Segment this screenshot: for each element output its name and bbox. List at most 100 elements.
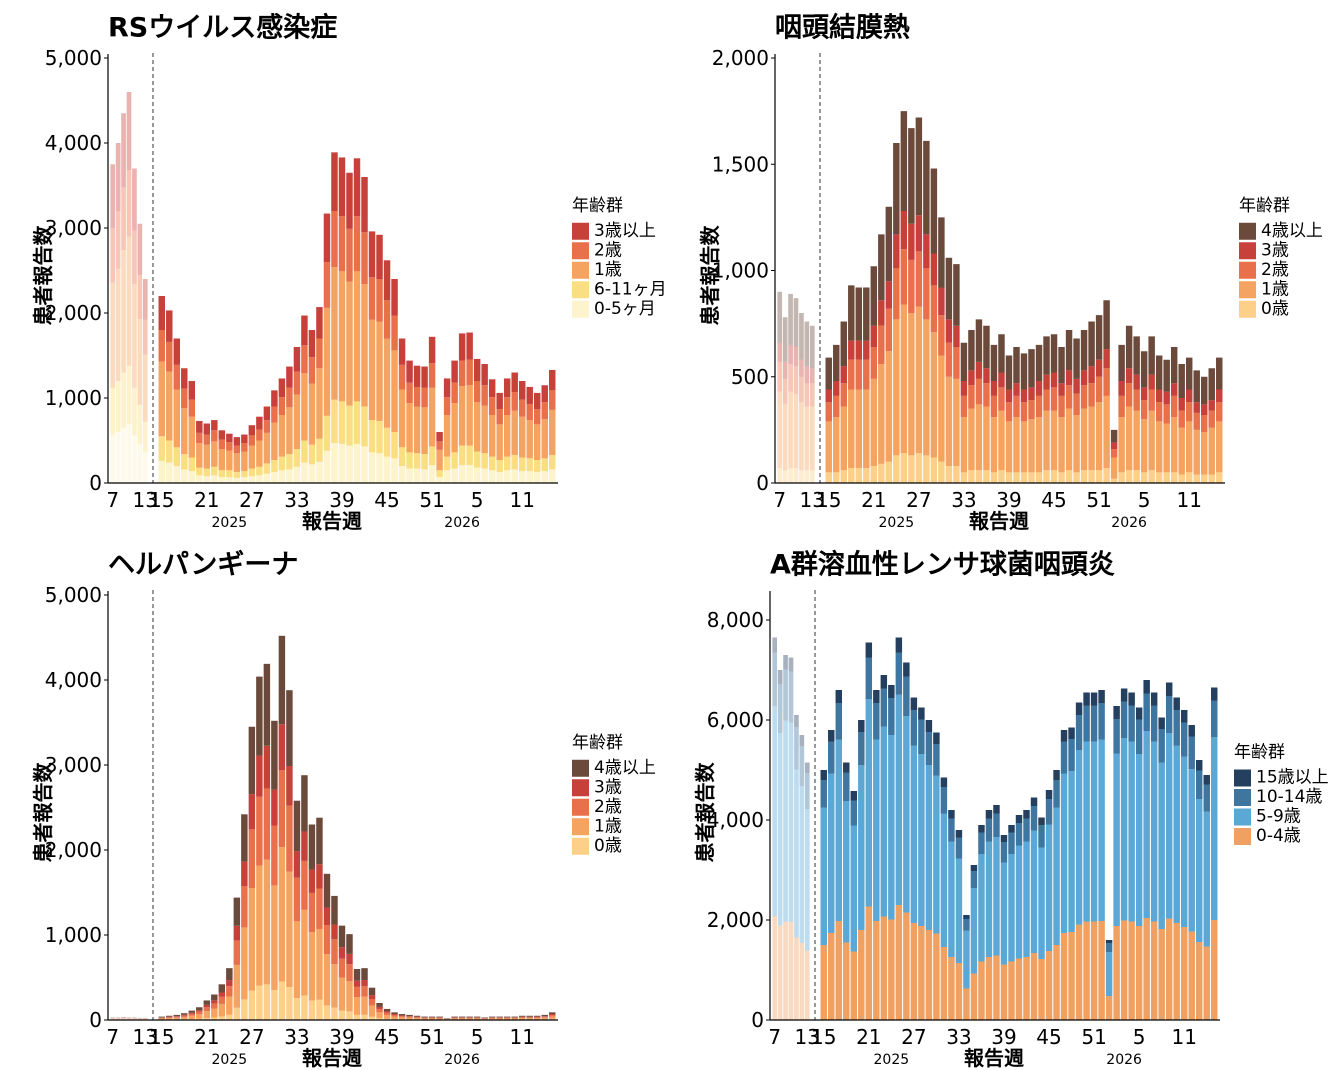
bar-segment xyxy=(211,1017,218,1020)
bar-segment xyxy=(428,465,436,483)
bar-segment xyxy=(960,395,968,418)
bar-segment xyxy=(316,888,323,929)
bar-segment xyxy=(900,211,908,250)
bar-segment xyxy=(1095,359,1103,377)
bar-segment xyxy=(1035,472,1043,483)
bar-segment xyxy=(1038,847,1045,959)
bar-segment xyxy=(1045,824,1053,951)
bar-segment xyxy=(983,325,990,369)
bar-segment xyxy=(1000,964,1008,1020)
bar-segment xyxy=(873,739,880,921)
bar-segment xyxy=(488,415,496,457)
bar-segment xyxy=(541,419,548,459)
bar-segment xyxy=(443,415,451,457)
bar-segment xyxy=(541,1016,548,1017)
legend-label: 0歳 xyxy=(1261,299,1289,319)
bar-segment xyxy=(541,402,548,420)
bar-segment xyxy=(820,945,827,1020)
bar-segment xyxy=(518,1016,526,1018)
bar-segment xyxy=(1068,727,1075,739)
bar-segment xyxy=(398,1014,406,1016)
bar-segment xyxy=(541,1017,548,1020)
bar-segment xyxy=(799,943,805,1020)
legend-title: 年齢群 xyxy=(1239,196,1290,216)
x-tick-label: 45 xyxy=(1041,488,1066,512)
bar-segment xyxy=(256,429,263,441)
bar-segment xyxy=(1005,355,1013,390)
bar-segment xyxy=(1208,474,1215,483)
bar-segment xyxy=(488,397,496,415)
bar-segment xyxy=(1128,705,1135,742)
bar-segment xyxy=(110,435,116,483)
bar-segment xyxy=(1133,336,1140,375)
bar-segment xyxy=(1163,359,1170,392)
bar-segment xyxy=(391,279,398,316)
bar-segment xyxy=(526,1018,533,1020)
bar-segment xyxy=(1113,926,1120,1020)
x-axis-title: 報告週 xyxy=(302,1046,362,1070)
bar-segment xyxy=(293,347,301,372)
bar-segment xyxy=(925,930,933,1020)
bar-segment xyxy=(1155,389,1163,403)
bar-segment xyxy=(126,170,132,237)
bar-segment xyxy=(1105,943,1113,952)
bar-segment xyxy=(918,707,925,720)
bar-segment xyxy=(158,361,165,437)
bar-segment xyxy=(346,172,353,229)
bar-segment xyxy=(203,444,211,469)
bar-segment xyxy=(955,837,963,859)
bar-segment xyxy=(181,408,188,455)
bar-segment xyxy=(533,460,541,472)
x-tick-label: 33 xyxy=(284,488,309,512)
bar-segment xyxy=(166,1015,173,1017)
bar-segment xyxy=(1200,404,1208,415)
bar-segment xyxy=(777,391,783,469)
bar-segment xyxy=(1193,412,1200,430)
bar-segment xyxy=(308,330,316,358)
bar-segment xyxy=(218,470,226,478)
bar-segment xyxy=(870,347,878,379)
y-tick-label: 0 xyxy=(751,1008,764,1032)
bar-segment xyxy=(1135,707,1143,720)
bar-segment xyxy=(308,444,316,465)
bar-segment xyxy=(1170,395,1178,418)
bar-segment xyxy=(1053,780,1060,808)
bar-segment xyxy=(870,266,878,326)
bar-segment xyxy=(541,471,548,483)
bar-segment xyxy=(503,378,511,398)
bar-segment xyxy=(878,300,885,326)
bar-segment xyxy=(978,825,985,833)
bar-segment xyxy=(915,215,923,252)
bar-segment xyxy=(794,769,799,938)
bar-segment xyxy=(1133,410,1140,471)
bar-segment xyxy=(248,468,256,477)
bar-segment xyxy=(990,381,998,396)
bar-segment xyxy=(271,720,278,790)
bar-segment xyxy=(316,817,323,865)
bar-segment xyxy=(338,958,346,978)
legend-title: 年齢群 xyxy=(572,196,623,216)
year-label: 2025 xyxy=(874,1052,910,1068)
legend-swatch xyxy=(1234,769,1251,787)
bar-segment xyxy=(1203,775,1210,785)
chart-title: RSウイルス感染症 xyxy=(108,12,337,44)
bar-segment xyxy=(398,389,406,448)
bar-segment xyxy=(940,947,948,1020)
legend-label: 2歳 xyxy=(594,797,622,817)
bar-segment xyxy=(526,1017,533,1019)
bar-segment xyxy=(1148,410,1155,471)
legend-swatch xyxy=(1234,808,1251,826)
bar-segment xyxy=(1028,349,1035,388)
bar-segment xyxy=(1013,383,1020,396)
bar-segment xyxy=(376,1003,383,1007)
bar-segment xyxy=(960,472,968,483)
legend-swatch xyxy=(1234,789,1251,806)
y-tick-label: 5,000 xyxy=(45,583,102,607)
bar-segment xyxy=(1080,370,1088,386)
bar-segment xyxy=(855,340,863,360)
bar-segment xyxy=(1113,719,1120,754)
bar-segment xyxy=(1095,470,1103,483)
bar-segment xyxy=(233,437,241,446)
bar-segment xyxy=(865,642,873,658)
